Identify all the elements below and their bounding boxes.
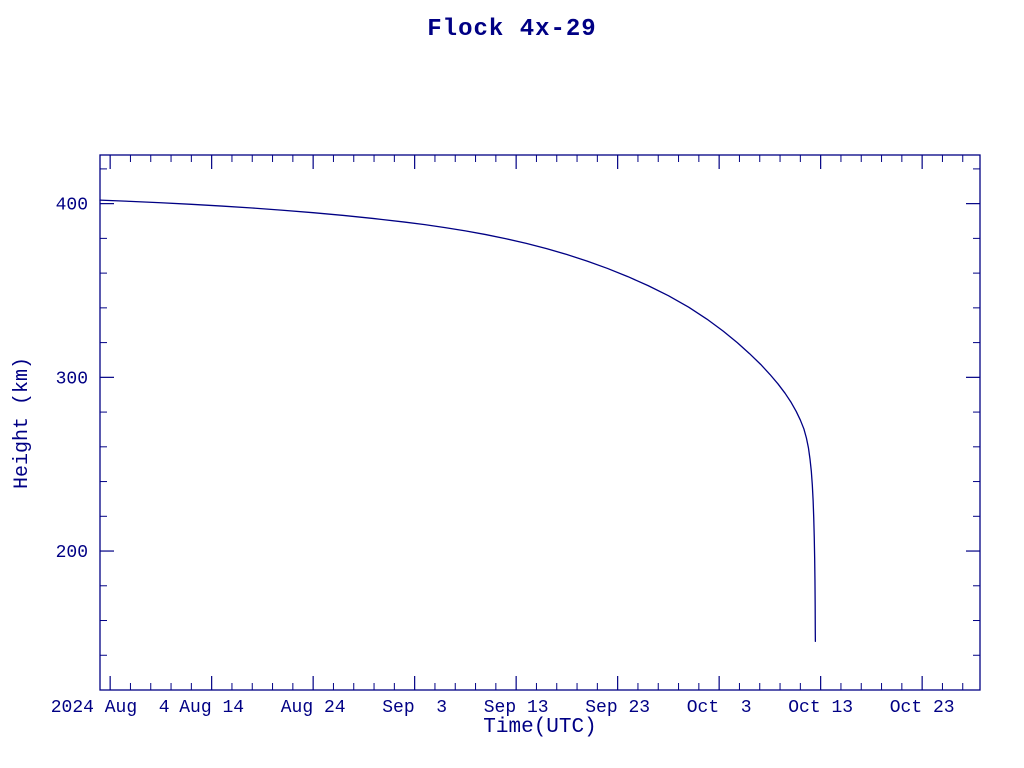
x-tick-label: Aug 14	[179, 698, 244, 718]
x-tick-label: Oct 23	[890, 698, 955, 718]
x-axis-ticks: 2024 Aug 4 Aug 14 Aug 24 Sep 3 Sep 13 Sep 23 O…	[51, 155, 964, 718]
y-axis-ticks: 200 300 400	[56, 168, 980, 656]
y-tick-label: 400	[56, 196, 88, 216]
x-tick-label: Oct 3	[687, 698, 752, 718]
x-tick-label: 2024 Aug 4	[51, 698, 170, 718]
chart-title: Flock 4x-29	[427, 16, 597, 43]
y-tick-label: 300	[56, 369, 88, 389]
x-tick-label: Oct 13	[788, 698, 853, 718]
x-tick-label: Sep 3	[382, 698, 447, 718]
plot-frame	[99, 154, 981, 691]
decay-curve	[99, 199, 817, 643]
x-tick-label: Sep 13	[484, 698, 549, 718]
x-tick-label: Aug 24	[281, 698, 346, 718]
x-axis-label: Time(UTC)	[483, 716, 597, 739]
y-tick-label: 200	[56, 543, 88, 563]
x-tick-label: Sep 23	[585, 698, 650, 718]
